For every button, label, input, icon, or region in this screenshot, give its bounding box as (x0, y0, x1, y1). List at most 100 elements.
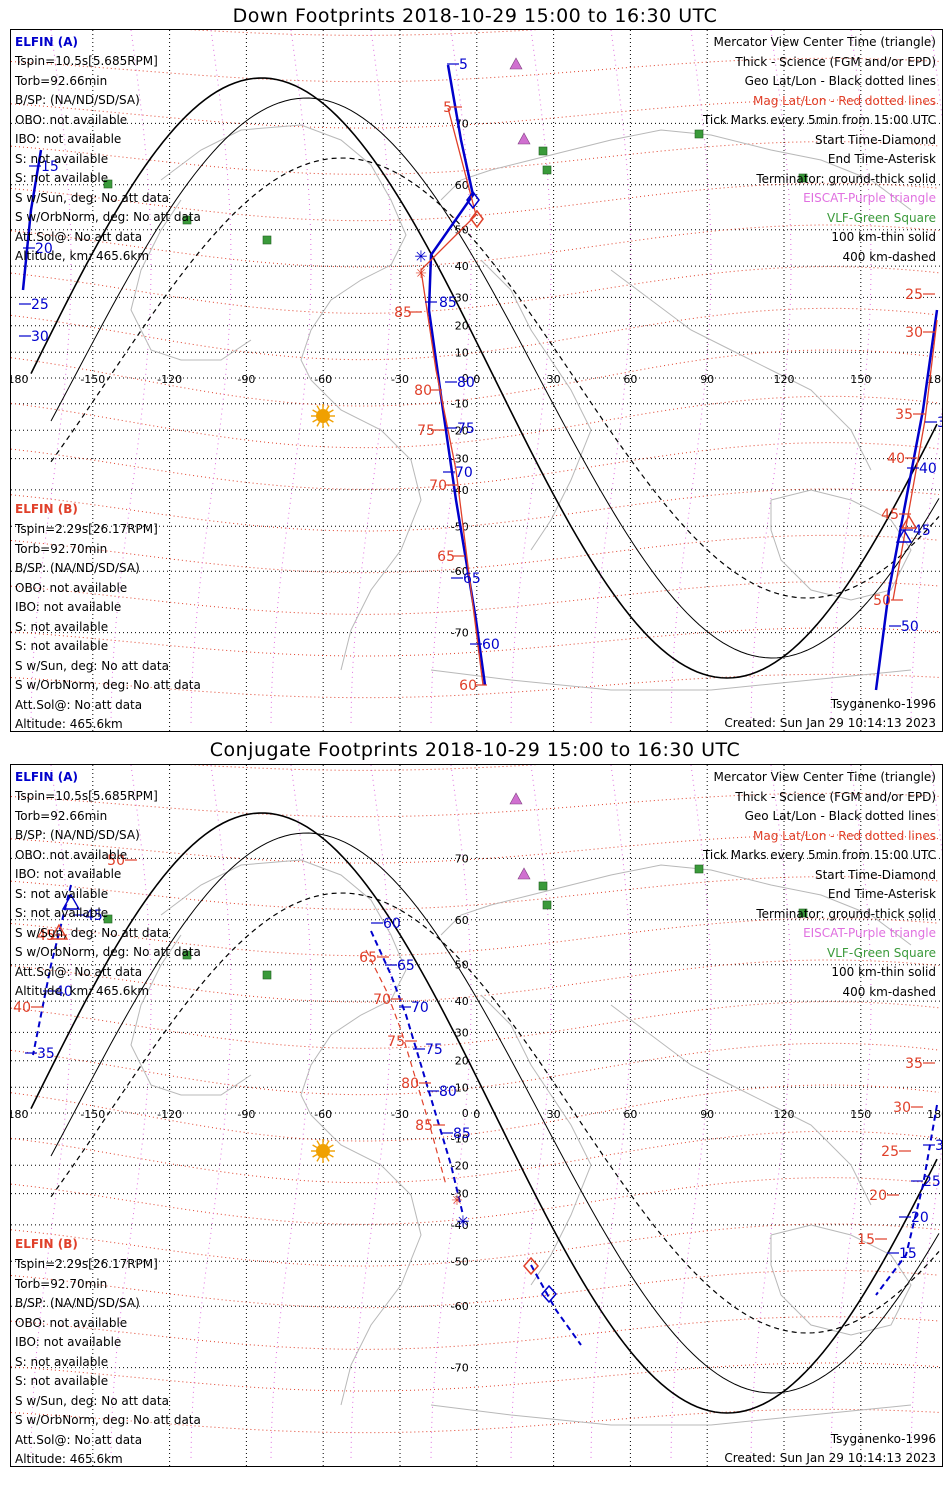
coastline (440, 864, 912, 946)
coastline (160, 859, 407, 1116)
created-timestamp: Created: Sun Jan 29 10:14:13 2023 (724, 1451, 936, 1465)
lat-tick-label: 30 (455, 291, 469, 304)
elfin-b-header: ELFIN (B) (15, 1237, 78, 1251)
lon-tick-label: -180 (11, 373, 28, 386)
legend-entry: VLF-Green Square (827, 945, 936, 960)
mag-parallel (187, 30, 540, 36)
legend-entry: Terminator: ground-thick solid (756, 171, 936, 186)
coastline (130, 934, 252, 1096)
elfin-a-time-left-label: 35 (37, 1046, 55, 1062)
lon-tick-label: 90 (700, 373, 714, 386)
terminator-400km (50, 157, 940, 599)
elfin_a-info-line: IBO: not available (15, 867, 122, 881)
elfin-a-time-label: 65 (463, 571, 481, 587)
vlf-station-marker (262, 970, 272, 980)
eiscat-station-marker (517, 867, 531, 880)
mag-parallel (11, 1316, 940, 1350)
mag-parallel (11, 1084, 940, 1142)
lon-tick-label: 0 (473, 373, 480, 386)
legend-entry: Geo Lat/Lon - Black dotted lines (744, 809, 936, 823)
lon-tick-label: 60 (623, 1108, 637, 1121)
coastline (130, 199, 252, 361)
sun-ray (316, 1156, 321, 1162)
elfin-a-start-diamond (466, 190, 480, 210)
elfin-b-time-label: 5 (443, 100, 452, 116)
mag-parallel (11, 182, 940, 222)
legend-entry: Start Time-Diamond (814, 132, 936, 147)
vlf-station-marker (538, 881, 548, 891)
elfin-b-start-diamond (523, 1256, 539, 1276)
elfin-a-time-label: 80 (439, 1084, 457, 1100)
elfin_b-info-line: Att.Sol@: No att data (15, 1432, 143, 1447)
elfin-a-time-label: 70 (455, 465, 473, 481)
elfin-b-time-label: 65 (437, 549, 455, 565)
elfin_a-info-line: B/SP: (NA/ND/SD/SA) (15, 828, 140, 842)
elfin_a-info-line: S: not available (15, 151, 109, 166)
sun-icon (316, 409, 330, 423)
elfin-b-start-diamond (470, 209, 484, 229)
lat-tick-label: -10 (451, 1133, 469, 1146)
elfin-b-end-asterisk: ✳ (415, 266, 427, 282)
map-canvas-conjugate: -180-150-120-90-60-300306090120150180706… (11, 765, 942, 1466)
lat-tick-label: -60 (451, 565, 469, 578)
elfin-b-time-label: 80 (401, 1076, 419, 1092)
mag-parallel (11, 1269, 940, 1309)
lon-tick-label: 180 (927, 1108, 942, 1121)
elfin-a-time-left-label: 45 (85, 908, 103, 924)
elfin_b-info-line: S: not available (15, 639, 109, 653)
mag-parallel (11, 349, 940, 407)
elfin_b-info-line: Tspin=2.29s[26.17RPM] (15, 522, 158, 536)
elfin-a-time-left-label: 25 (31, 297, 49, 313)
elfin_b-info-line: S w/OrbNorm, deg: No att data (15, 678, 201, 692)
vlf-station-marker (542, 900, 552, 910)
elfin-a-header: ELFIN (A) (15, 770, 78, 784)
vlf-station-marker (798, 173, 808, 183)
lon-tick-label: -120 (157, 373, 182, 386)
sun-ray (328, 409, 334, 414)
elfin-b-end-asterisk: ✳ (451, 1193, 463, 1209)
coastline (480, 259, 592, 551)
elfin-a-time-label: 85 (439, 295, 457, 311)
vlf-station-marker (694, 129, 704, 139)
elfin_a-info-line: Att.Sol@: No att data (15, 229, 143, 244)
vlf-station-marker (262, 235, 272, 245)
elfin_b-info-line: Altitude: 465.6km (15, 1452, 123, 1466)
elfin-a-track (370, 930, 464, 1216)
elfin_a-info-line: Altitude, km: 465.6km (15, 249, 150, 263)
coastline (480, 994, 592, 1286)
mag-parallel (187, 765, 540, 771)
panel-title-conjugate: Conjugate Footprints 2018-10-29 15:00 to… (209, 739, 741, 761)
coastline (770, 489, 912, 601)
lon-tick-label: -90 (237, 1108, 255, 1121)
lat-tick-label: 0 (462, 1107, 469, 1120)
elfin_a-info-line: Torb=92.66min (15, 73, 108, 88)
sun-ray (312, 418, 318, 423)
lon-tick-label: 90 (700, 1108, 714, 1121)
mag-parallel (11, 141, 940, 175)
elfin-b-time-label: 75 (417, 423, 435, 439)
elfin-b-time-label: 80 (414, 383, 432, 399)
elfin-b-center-triangle (900, 514, 918, 529)
lat-tick-label: 20 (455, 320, 469, 333)
elfin-a-time-label: 60 (383, 916, 401, 932)
mag-parallel (11, 57, 940, 83)
mag-parallel (11, 442, 940, 490)
elfin-a-time-left-label: 40 (55, 984, 73, 1000)
elfin_a-info-line: Att.Sol@: No att data (15, 964, 143, 979)
elfin-a-time-label: 85 (453, 1126, 471, 1142)
sun-ray (328, 1153, 334, 1158)
mag-parallel (11, 395, 940, 449)
elfin-b-time-left-label: 45 (37, 928, 55, 944)
vlf-station-marker (694, 864, 704, 874)
elfin-b-time-label: 60 (459, 678, 477, 694)
elfin-a-track-left (21, 149, 43, 291)
terminator-100km (50, 832, 940, 1394)
mag-parallel (11, 581, 940, 615)
elfin-a-track-south (530, 1264, 582, 1346)
elfin_b-info-line: B/SP: (NA/ND/SD/SA) (15, 1296, 140, 1310)
coastline (430, 1404, 912, 1426)
mag-parallel (11, 1408, 940, 1434)
sun-ray (316, 1140, 321, 1146)
mag-parallel (11, 307, 940, 361)
lat-tick-label: -30 (451, 1188, 469, 1201)
